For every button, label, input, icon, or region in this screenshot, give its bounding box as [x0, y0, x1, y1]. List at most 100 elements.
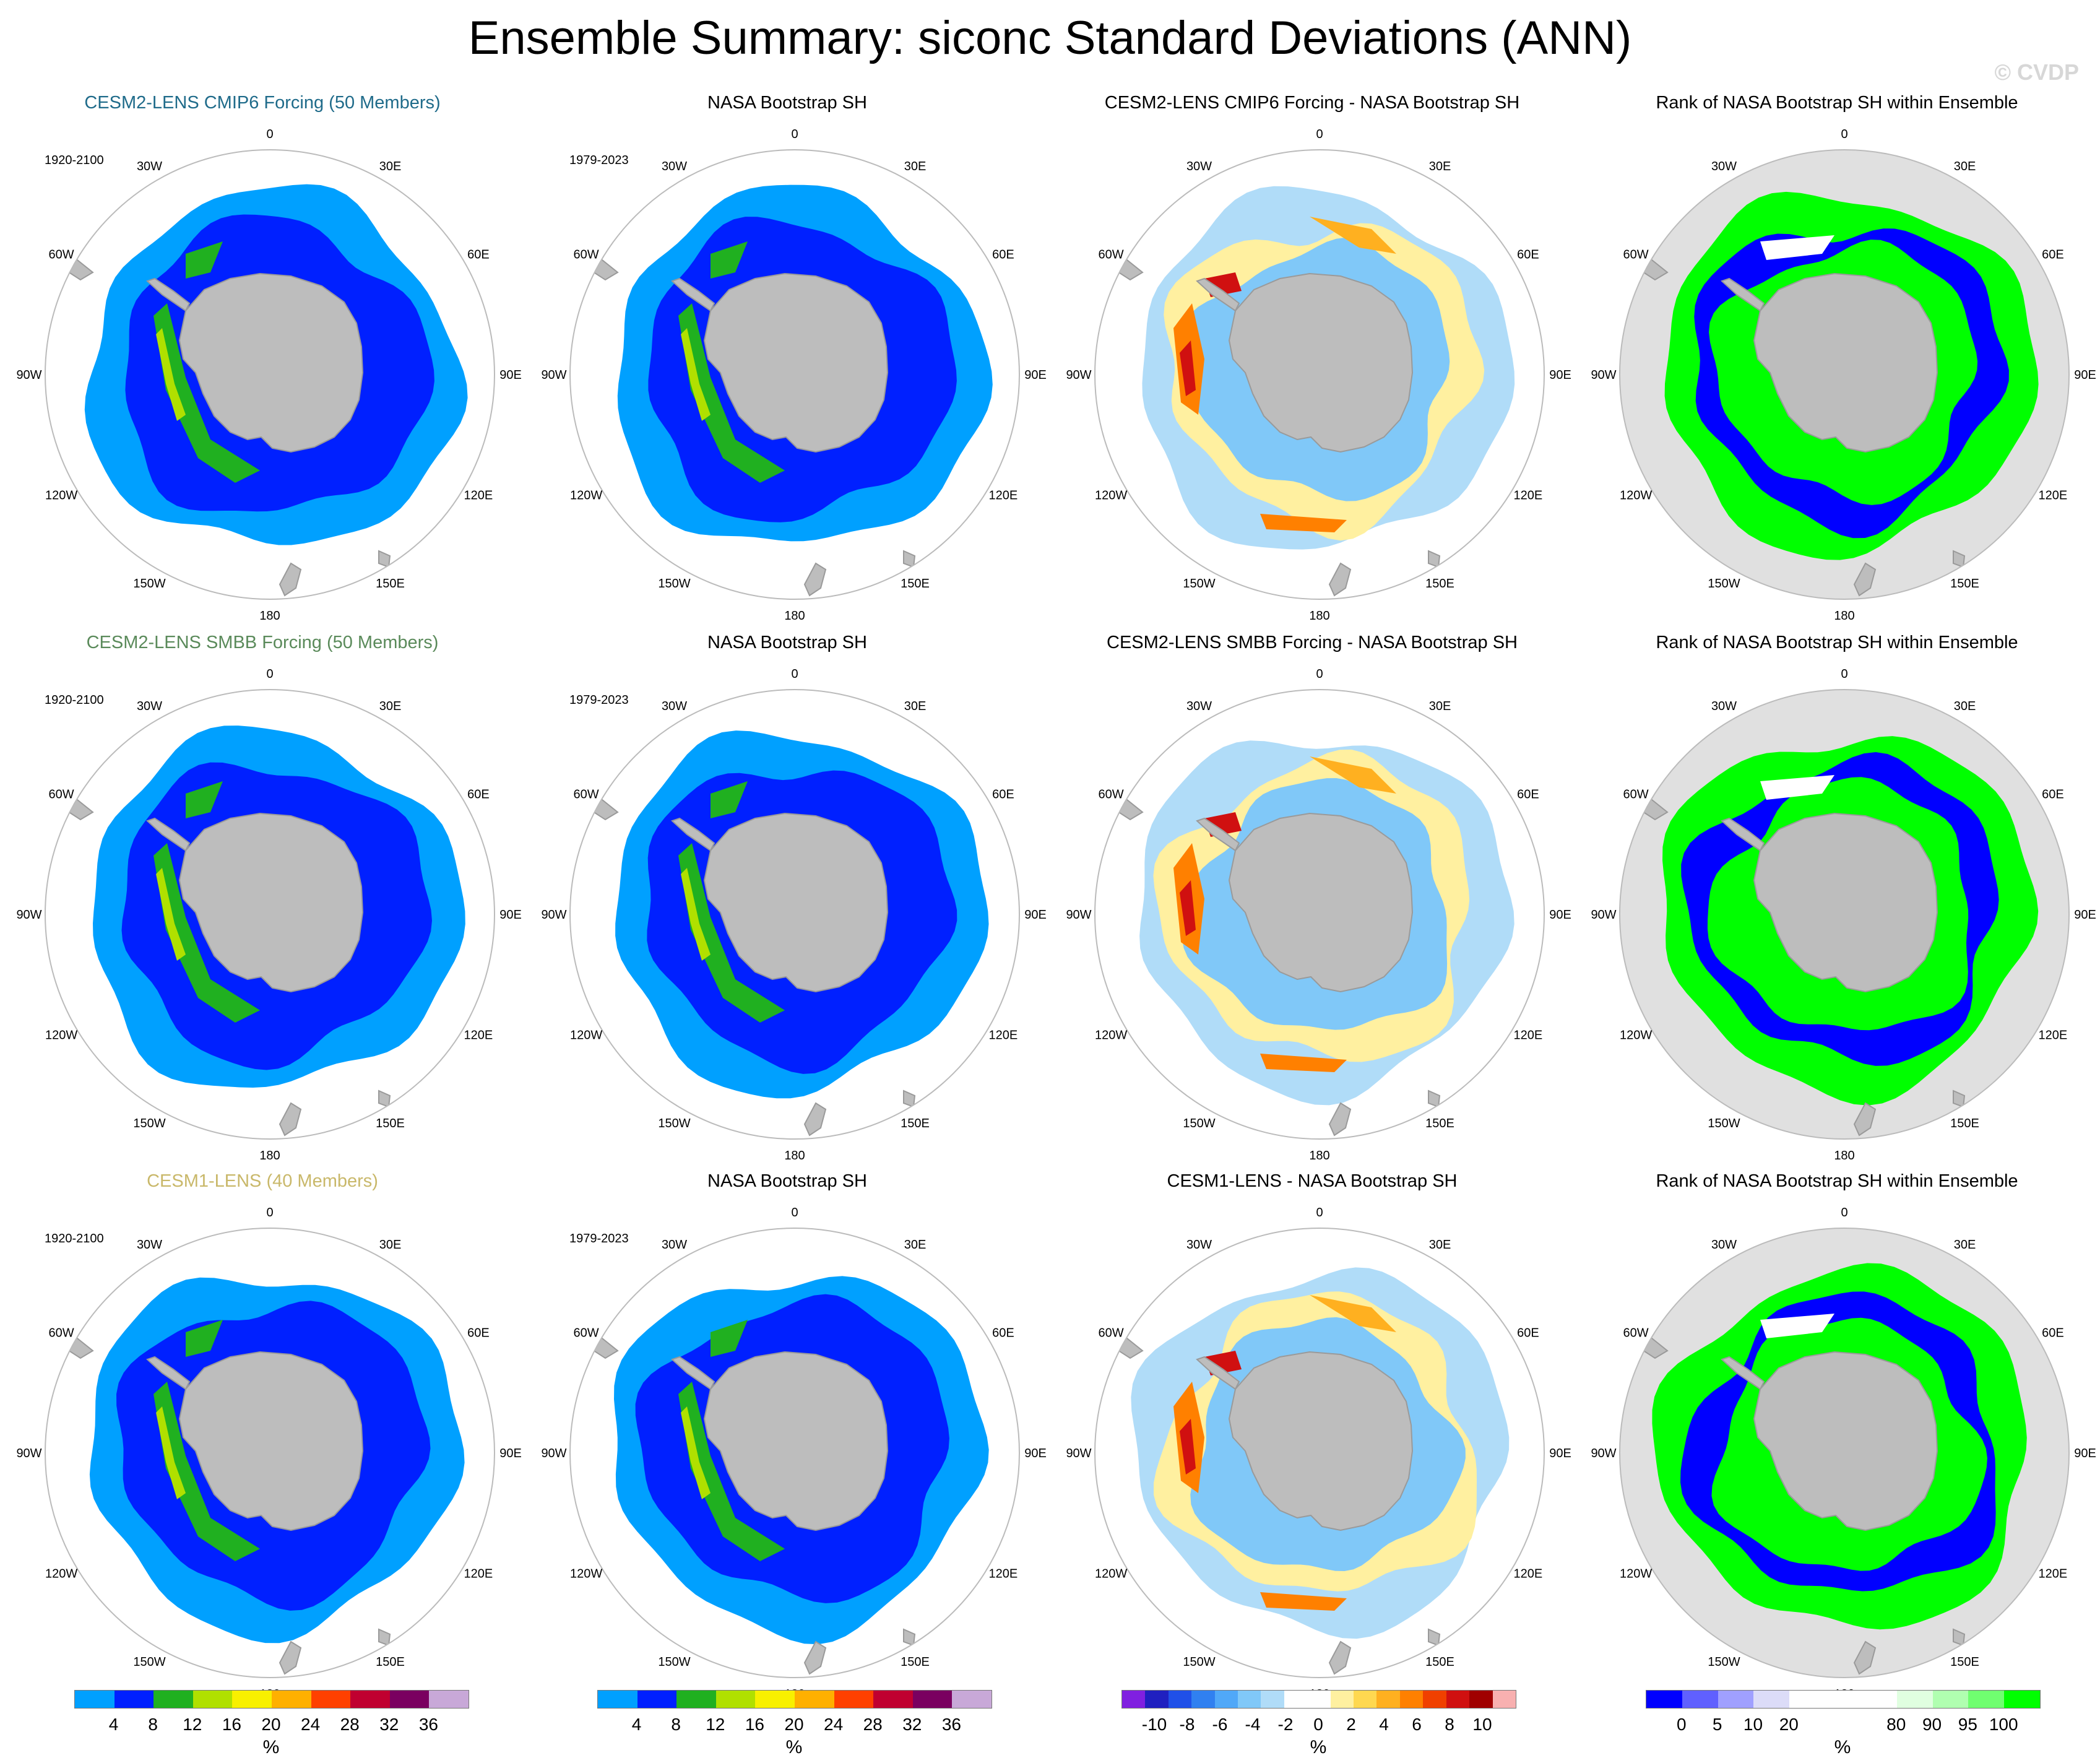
longitude-label: 90W [541, 1447, 566, 1460]
antarctica-land [1228, 812, 1414, 993]
colorbar-tick-label: -10 [1141, 1715, 1167, 1734]
map-boundary [1094, 689, 1545, 1140]
longitude-label: 120W [1095, 1567, 1127, 1581]
colorbar-swatch [1860, 1691, 1897, 1708]
std-band-green-2 [186, 781, 223, 818]
antarctica-land [703, 812, 889, 993]
map-boundary [1619, 1228, 2070, 1678]
colorbar-tick-label: 8 [148, 1715, 158, 1734]
longitude-label: 150E [1950, 577, 1979, 591]
colorbar-tick-label: 36 [941, 1715, 961, 1734]
std-band-green-2 [186, 1320, 223, 1357]
longitude-label: 150E [1425, 577, 1454, 591]
panel-title: CESM2-LENS CMIP6 Forcing (50 Members) [84, 93, 441, 113]
longitude-label: 90E [1024, 368, 1047, 382]
panel-title: CESM1-LENS - NASA Bootstrap SH [1167, 1171, 1458, 1191]
longitude-label: 60E [2042, 788, 2064, 802]
colorbar-swatch [1789, 1691, 1826, 1708]
antarctica-land [703, 272, 889, 453]
colorbar-swatch [1646, 1691, 1682, 1708]
colorbar-unit: % [1834, 1737, 1851, 1757]
map-panel: CESM2-LENS CMIP6 Forcing (50 Members) 0 30… [0, 93, 525, 633]
longitude-label: 90E [2074, 368, 2096, 382]
longitude-label: 90E [1024, 1447, 1047, 1460]
longitude-label: 60E [2042, 1327, 2064, 1340]
std-band-yellow [681, 328, 711, 421]
diff-anomaly-north [1310, 756, 1396, 794]
map-boundary [45, 1228, 495, 1678]
std-band-yellow [156, 1406, 186, 1499]
colorbar-swatch [311, 1691, 351, 1708]
longitude-label: 120E [2039, 1567, 2068, 1581]
longitude-label: 30E [379, 1238, 402, 1252]
tasmania-land [903, 1089, 916, 1108]
longitude-label: 150E [376, 1655, 405, 1669]
longitude-label: 120W [1620, 1029, 1652, 1042]
panel-title: CESM1-LENS (40 Members) [147, 1171, 378, 1191]
colorbar-swatch [192, 1691, 233, 1708]
colorbar-tick-label: -6 [1212, 1715, 1228, 1734]
colorbar-tick-label: -4 [1245, 1715, 1261, 1734]
colorbar-swatch [271, 1691, 311, 1708]
longitude-label: 90E [2074, 908, 2096, 922]
period-label: 1920-2100 [45, 693, 104, 707]
longitude-label: 60E [992, 248, 1014, 262]
longitude-label: 60E [992, 1327, 1014, 1340]
longitude-label: 0 [1316, 1206, 1323, 1219]
longitude-label: 0 [266, 128, 273, 141]
antarctic-peninsula [671, 277, 715, 312]
std-band-yellow [681, 1406, 711, 1499]
longitude-label: 120W [45, 1567, 77, 1581]
colorbar-swatches [1646, 1690, 2041, 1709]
longitude-label: 60W [49, 1327, 74, 1340]
colorbar-tick-label: -2 [1277, 1715, 1294, 1734]
longitude-label: 90W [541, 908, 566, 922]
colorbar-labels: 4 8 12 16 20 24 28 32 36 [597, 1715, 993, 1736]
longitude-label: 0 [1841, 1206, 1847, 1219]
longitude-label: 120E [989, 1029, 1018, 1042]
longitude-label: 150W [1708, 1655, 1740, 1669]
longitude-label: 60W [1623, 248, 1649, 262]
longitude-label: 60E [467, 1327, 490, 1340]
colorbar-swatch [598, 1691, 637, 1708]
map-panel: NASA Bootstrap SH 0 30E 60E 90E 120E 150E 180 15… [525, 633, 1050, 1172]
longitude-label: 30W [137, 160, 162, 173]
colorbar-tick-label: 90 [1922, 1715, 1942, 1734]
longitude-label: 180 [1309, 1149, 1329, 1163]
new-zealand-land [1328, 562, 1352, 597]
panel-title: CESM2-LENS SMBB Forcing - NASA Bootstrap… [1107, 633, 1518, 652]
colorbar-swatch [676, 1691, 716, 1708]
colorbar-tick-label: 6 [1412, 1715, 1422, 1734]
colorbar-swatch [1423, 1691, 1446, 1708]
longitude-label: 120E [989, 1567, 1018, 1581]
map-boundary [1094, 149, 1545, 600]
map-panel: CESM2-LENS SMBB Forcing (50 Members) 0 30E… [0, 633, 525, 1172]
colorbar-swatch [1376, 1691, 1400, 1708]
colorbar-unit: % [785, 1737, 803, 1757]
rank-neutral [1760, 1314, 1834, 1338]
antarctic-peninsula [671, 1356, 715, 1390]
antarctic-peninsula [1721, 1356, 1765, 1390]
std-band-green-2 [711, 241, 748, 279]
longitude-label: 60W [49, 788, 74, 802]
longitude-label: 150W [133, 1655, 165, 1669]
longitude-label: 60E [1517, 248, 1539, 262]
std-band-green-2 [186, 241, 223, 279]
colorbar-swatch [873, 1691, 913, 1708]
colorbar-tick-label: 16 [745, 1715, 764, 1734]
longitude-label: 30E [904, 700, 927, 713]
longitude-label: 0 [1316, 128, 1323, 141]
longitude-label: 90W [1066, 908, 1091, 922]
longitude-label: 90E [499, 368, 522, 382]
colorbar-tick-label: 5 [1712, 1715, 1722, 1734]
colorbar-swatch [715, 1691, 756, 1708]
longitude-label: 60E [467, 248, 490, 262]
longitude-label: 150W [133, 577, 165, 591]
longitude-label: 60E [467, 788, 490, 802]
